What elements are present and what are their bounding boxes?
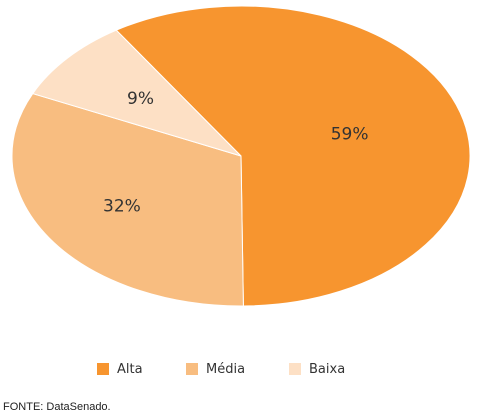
legend-swatch-baixa bbox=[289, 363, 301, 375]
legend-item-alta: Alta bbox=[97, 359, 143, 379]
pie-slice-alta bbox=[115, 5, 471, 307]
legend-label-media: Média bbox=[206, 361, 246, 377]
pie-slices bbox=[11, 5, 471, 307]
legend-item-media: Média bbox=[186, 359, 245, 379]
pie-slice-baixa bbox=[31, 29, 242, 157]
pie-value-label-media: 32% bbox=[103, 197, 141, 217]
legend-swatch-alta bbox=[97, 363, 109, 375]
legend: Alta Média Baixa bbox=[0, 359, 486, 379]
pie-value-label-alta: 59% bbox=[331, 124, 369, 144]
legend-item-baixa: Baixa bbox=[289, 359, 345, 379]
pie-value-labels: 59% 32% 9% bbox=[103, 89, 368, 217]
pie-slice-media bbox=[11, 92, 244, 307]
legend-label-alta: Alta bbox=[117, 361, 143, 377]
legend-label-baixa: Baixa bbox=[309, 361, 346, 377]
pie-value-label-baixa: 9% bbox=[127, 89, 154, 109]
source-note: FONTE: DataSenado. bbox=[3, 401, 111, 413]
legend-swatch-media bbox=[186, 363, 198, 375]
pie-chart: 59% 32% 9% bbox=[11, 5, 471, 307]
